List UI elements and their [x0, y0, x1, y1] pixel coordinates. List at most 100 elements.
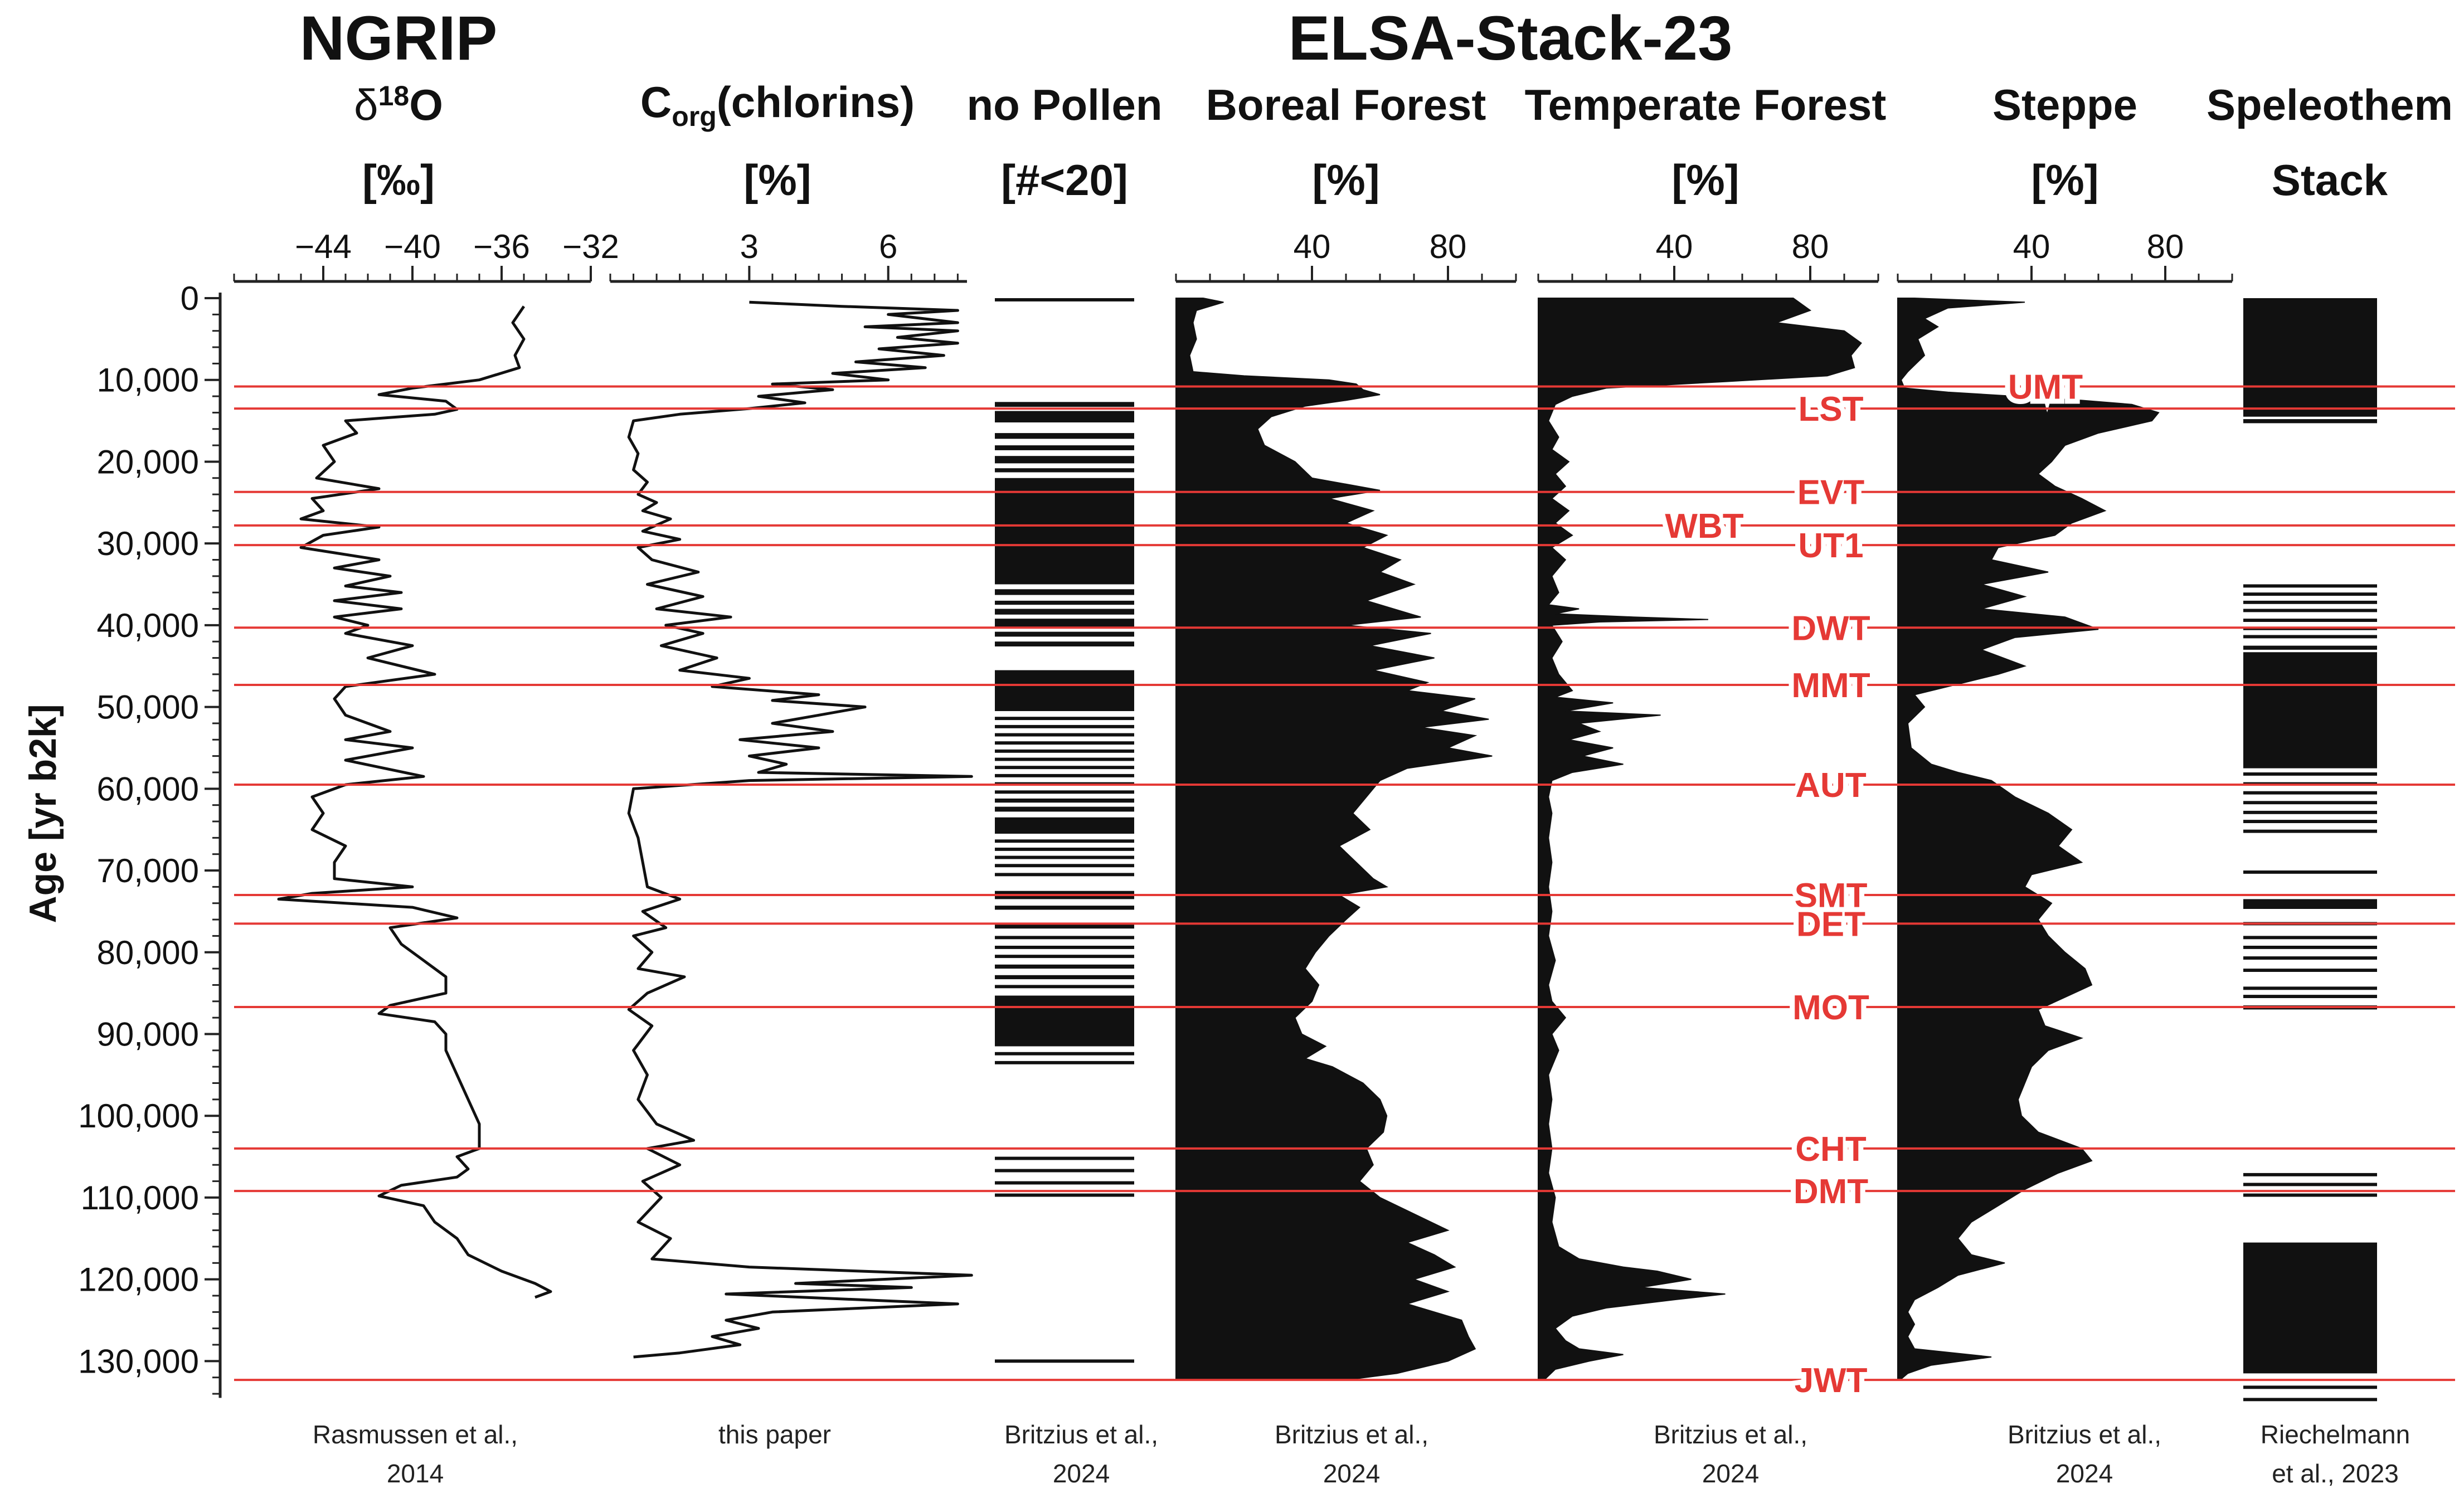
x-tick-label: 80	[2147, 228, 2184, 265]
event-label-dmt: DMT	[1794, 1173, 1868, 1211]
panel-unit-ngrip: [‰]	[362, 155, 435, 205]
citation-ngrip-1: Rasmussen et al.,	[313, 1420, 518, 1449]
barcode-segment	[995, 936, 1134, 940]
barcode-segment	[2243, 956, 2377, 960]
barcode-segment	[2243, 609, 2377, 612]
barcode-segment	[2243, 791, 2377, 795]
barcode-segment	[995, 670, 1134, 711]
chlorins-label: (chlorins)	[717, 77, 915, 127]
x-tick-label: 40	[1294, 228, 1331, 265]
barcode-segment	[2243, 946, 2377, 949]
event-label-cht: CHT	[1795, 1130, 1867, 1169]
c-letter: C	[640, 77, 672, 127]
subscript-org: org	[672, 101, 717, 132]
event-label-det: DET	[1796, 905, 1865, 943]
panel-steppe: Steppe [%] Britzius et al., 2024 40 80	[1897, 80, 2233, 1488]
barcode-segment	[995, 923, 1134, 929]
barcode-segment	[995, 955, 1134, 959]
barcode-segment	[2243, 584, 2377, 588]
barcode-segment	[2243, 635, 2377, 639]
barcode-segment	[2243, 1398, 2377, 1402]
age-axis: 0 10,000 20,000 30,000 40,000 50,000 60,000 70,…	[22, 280, 222, 1398]
barcode-segment	[995, 600, 1134, 605]
barcode-segment	[995, 985, 1134, 989]
barcode-segment	[995, 1052, 1134, 1055]
series-area-steppe	[1897, 298, 2160, 1380]
panel-title-steppe: Steppe	[1992, 80, 2137, 129]
barcode-segment	[995, 733, 1134, 737]
citation-corg-1: this paper	[718, 1420, 831, 1449]
left-title: NGRIP	[300, 3, 498, 73]
barcode-segment	[995, 790, 1134, 794]
barcode-segment	[2243, 619, 2377, 622]
barcode-segment	[995, 906, 1134, 910]
barcode-segment	[995, 619, 1134, 627]
panel-title-temperate: Temperate Forest	[1525, 80, 1887, 129]
x-tick-label: −44	[295, 228, 352, 265]
barcode-segment	[2243, 645, 2377, 650]
series-area-temperate	[1538, 298, 1862, 1380]
y-tick-label: 40,000	[96, 607, 199, 644]
barcode-segment	[995, 864, 1134, 868]
panel-title-nopollen: no Pollen	[967, 80, 1163, 129]
citation-speleo-2: et al., 2023	[2272, 1459, 2399, 1488]
citation-temperate-1: Britzius et al.,	[1654, 1420, 1807, 1449]
citation-ngrip-2: 2014	[387, 1459, 444, 1488]
citation-nopollen-1: Britzius et al.,	[1004, 1420, 1158, 1449]
y-tick-label: 30,000	[96, 525, 199, 562]
x-tick-label: 3	[740, 228, 759, 265]
barcode-segment	[995, 798, 1134, 803]
barcode-segment	[2243, 1193, 2377, 1197]
event-label-mmt: MMT	[1791, 667, 1870, 705]
panel-unit-speleo: Stack	[2272, 155, 2388, 205]
barcode-segment	[2243, 936, 2377, 940]
barcode-segment	[2243, 899, 2377, 909]
citation-steppe-1: Britzius et al.,	[2008, 1420, 2161, 1449]
x-tick-label: 6	[879, 228, 897, 265]
panel-boreal: Boreal Forest [%] Britzius et al., 2024 40 80	[1175, 80, 1517, 1488]
barcode-segment	[2243, 1183, 2377, 1186]
panel-corg: Corg(chlorins) [%] this paper 3 6	[609, 77, 973, 1449]
panel-unit-corg: [%]	[743, 155, 811, 205]
barcode-segment	[995, 1193, 1134, 1197]
series-line-corg	[627, 300, 973, 1359]
y-tick-label: 10,000	[96, 362, 199, 399]
x-tick-label: 40	[1656, 228, 1693, 265]
barcode-segment	[995, 749, 1134, 753]
event-label-mot: MOT	[1792, 989, 1869, 1027]
barcode-segment	[995, 1359, 1134, 1363]
barcode-segment	[995, 609, 1134, 615]
panel-unit-steppe: [%]	[2031, 155, 2098, 205]
panel-title-corg: Corg(chlorins)	[640, 77, 915, 132]
barcode-segment	[995, 589, 1134, 595]
x-tick-label: −32	[562, 228, 619, 265]
y-tick-label: 20,000	[96, 443, 199, 480]
barcode-segment	[2243, 870, 2377, 874]
event-label-umt: UMT	[2008, 368, 2083, 406]
y-tick-label: 50,000	[96, 689, 199, 726]
barcode-segment	[2243, 600, 2377, 604]
event-label-smt: SMT	[1795, 877, 1868, 915]
citation-nopollen-2: 2024	[1053, 1459, 1110, 1488]
panel-unit-boreal: [%]	[1312, 155, 1379, 205]
x-tick-label: −40	[384, 228, 441, 265]
citation-boreal-1: Britzius et al.,	[1275, 1420, 1428, 1449]
barcode-segment	[995, 478, 1134, 585]
y-tick-label: 120,000	[78, 1261, 199, 1298]
barcode-segment	[995, 468, 1134, 473]
barcode-segment	[995, 298, 1134, 301]
y-tick-label: 0	[181, 280, 199, 317]
barcode-segment	[995, 946, 1134, 949]
panels-layer: δ18O [‰] Rasmussen et al., 2014 −44 −40 −36 −32…	[233, 77, 2453, 1488]
citation-steppe-2: 2024	[2056, 1459, 2113, 1488]
barcode-segment	[2243, 820, 2377, 823]
event-label-dwt: DWT	[1791, 609, 1870, 648]
citation-boreal-2: 2024	[1323, 1459, 1380, 1488]
superscript-18: 18	[378, 80, 410, 111]
barcode-segment	[995, 757, 1134, 761]
barcode-segment	[2243, 810, 2377, 814]
barcode-segment	[995, 848, 1134, 851]
barcode-segment	[2243, 986, 2377, 990]
barcode-segment	[2243, 592, 2377, 596]
